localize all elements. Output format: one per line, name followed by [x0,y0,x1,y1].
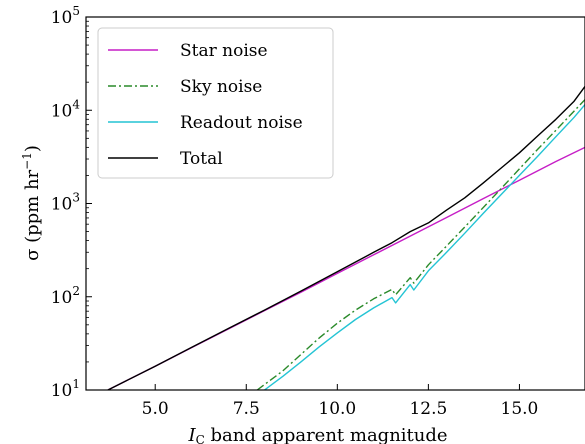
y-tick-label: 102 [51,284,80,308]
y-tick-labels: 101 102 103 104 105 [51,4,81,401]
x-tick-label: 10.0 [318,399,356,419]
series-line-total [107,85,585,390]
legend-label: Total [180,149,223,169]
legend-box [97,27,334,179]
x-tick-label: 7.5 [233,399,260,419]
plot-frame [85,16,585,391]
x-tick-label: 15.0 [501,399,539,419]
legend: Star noise Sky noise Readout noise Total [97,27,334,179]
series-line-sky-noise [256,99,585,390]
y-tick-label: 104 [51,97,81,121]
series-lines [107,85,585,390]
legend-label: Star noise [180,41,268,61]
x-tick-label: 5.0 [142,399,169,419]
y-tick-label: 105 [51,4,80,28]
y-tick-label: 103 [51,191,80,215]
y-tick-label: 101 [51,377,80,401]
legend-label: Readout noise [180,113,303,133]
legend-label: Sky noise [180,77,262,97]
series-line-readout-noise [264,104,585,390]
x-axis-label: IC band apparent magnitude [187,425,447,444]
x-tick-label: 12.5 [409,399,447,419]
y-axis-label: σ (ppm hr−1) [20,145,43,261]
x-tick-labels: 5.0 7.5 10.0 12.5 15.0 [142,399,539,419]
